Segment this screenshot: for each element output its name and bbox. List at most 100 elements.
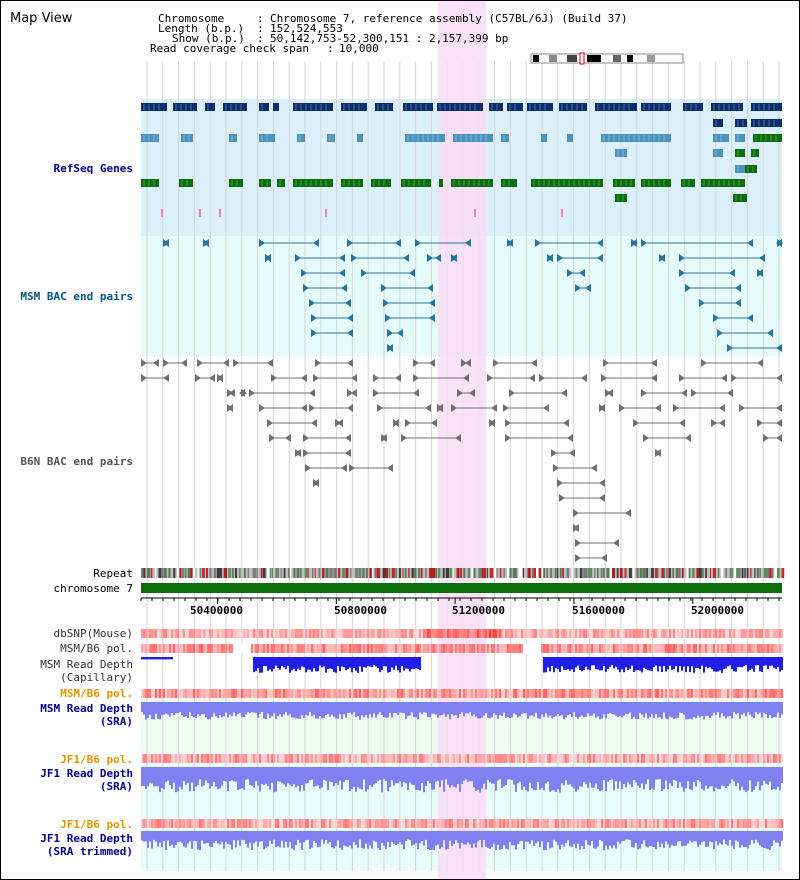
msm-capillary-depth-bar	[329, 657, 331, 669]
jf1-trimmed-depth-bar	[205, 831, 207, 844]
jf1-pol-trimmed-strip	[245, 819, 247, 828]
gene-feature	[641, 103, 671, 111]
jf1-sra-depth-bar	[481, 767, 483, 789]
msm-pol-strip	[489, 644, 491, 653]
jf1-trimmed-depth-bar	[703, 831, 705, 842]
msm-pol-strip	[665, 644, 667, 653]
jf1-pol-trimmed-strip	[395, 819, 397, 828]
jf1-pol-strip	[327, 754, 329, 763]
msm-pol-strip	[581, 644, 583, 653]
msm-sra-depth-bar	[701, 702, 703, 717]
msm-pol-sra-strip	[641, 689, 643, 698]
msm-sra-depth-bar	[535, 702, 537, 713]
msm-capillary-depth-bar	[639, 657, 641, 671]
jf1-sra-depth-bar	[265, 767, 267, 784]
track-label-b6n-bac[interactable]: B6N BAC end pairs	[20, 455, 133, 468]
jf1-pol-strip	[183, 754, 185, 763]
track-label-dbsnp[interactable]: dbSNP(Mouse)	[53, 627, 133, 640]
jf1-pol-strip	[533, 754, 535, 763]
msm-pol-sra-strip	[515, 689, 517, 698]
jf1-pol-trimmed-strip	[631, 819, 633, 828]
dbsnp-strip	[553, 629, 555, 638]
track-label-msm-read-depth-capillary[interactable]: MSM Read Depth (Capillary)	[40, 658, 133, 684]
msm-capillary-depth-bar	[585, 657, 587, 667]
msm-sra-depth-bar	[443, 702, 445, 714]
jf1-pol-trimmed-strip	[159, 819, 161, 828]
msm-pol-sra-strip	[543, 689, 545, 698]
jf1-trimmed-depth-bar	[271, 831, 273, 845]
msm-pol-sra-strip	[715, 689, 717, 698]
jf1-pol-strip	[595, 754, 597, 763]
jf1-sra-depth-bar	[627, 767, 629, 783]
track-label-jf1-read-depth-sra[interactable]: JF1 Read Depth (SRA)	[40, 767, 133, 793]
msm-pol-strip	[511, 644, 513, 653]
track-label-msm-b6-pol-sra[interactable]: MSM/B6 pol.	[60, 687, 133, 700]
dbsnp-strip	[247, 629, 249, 638]
jf1-pol-strip	[453, 754, 455, 763]
jf1-pol-strip	[557, 754, 559, 763]
jf1-trimmed-depth-bar	[603, 831, 605, 851]
gene-feature	[341, 179, 363, 187]
repeat-block	[239, 568, 241, 578]
dbsnp-strip	[709, 629, 711, 638]
msm-capillary-depth-bar	[689, 657, 691, 673]
jf1-sra-depth-bar	[751, 767, 753, 792]
track-label-msm-bac[interactable]: MSM BAC end pairs	[20, 290, 133, 303]
track-label-msm-read-depth-sra[interactable]: MSM Read Depth (SRA)	[40, 702, 133, 728]
jf1-pol-trimmed-strip	[179, 819, 181, 828]
jf1-pol-trimmed-strip	[365, 819, 367, 828]
jf1-sra-depth-bar	[597, 767, 599, 789]
jf1-sra-depth-bar	[651, 767, 653, 789]
dbsnp-strip	[567, 629, 569, 638]
msm-sra-depth-bar	[283, 702, 285, 715]
jf1-trimmed-depth-bar	[281, 831, 283, 841]
jf1-pol-trimmed-strip	[653, 819, 655, 828]
msm-capillary-depth-bar	[657, 657, 659, 672]
msm-capillary-depth-bar	[381, 657, 383, 670]
msm-pol-strip	[765, 644, 767, 653]
bac-end-arrow	[713, 314, 719, 322]
msm-capillary-depth-bar	[351, 657, 353, 673]
msm-capillary-depth-bar	[267, 657, 269, 671]
dbsnp-strip	[179, 629, 181, 638]
track-label-jf1-b6-pol-trimmed[interactable]: JF1/B6 pol.	[60, 818, 133, 831]
jf1-sra-depth-bar	[405, 767, 407, 784]
repeat-block	[611, 568, 615, 578]
msm-sra-depth-bar	[515, 702, 517, 715]
msm-pol-strip	[175, 644, 177, 653]
jf1-sra-depth-bar	[453, 767, 455, 787]
dbsnp-strip	[737, 629, 739, 638]
bac-end-arrow	[557, 479, 563, 487]
msm-pol-strip	[499, 644, 501, 653]
track-label-jf1-read-depth-trimmed[interactable]: JF1 Read Depth (SRA trimmed)	[40, 832, 133, 858]
jf1-sra-depth-bar	[231, 767, 233, 781]
bac-end-arrow	[685, 284, 691, 292]
jf1-pol-trimmed-strip	[295, 819, 297, 828]
msm-sra-depth-bar	[327, 702, 329, 714]
msm-pol-strip	[215, 644, 217, 653]
jf1-pol-trimmed-strip	[155, 819, 157, 828]
msm-pol-strip	[735, 644, 737, 653]
dbsnp-strip	[283, 629, 285, 638]
repeat-block	[247, 568, 249, 578]
jf1-pol-strip	[173, 754, 175, 763]
jf1-trimmed-depth-bar	[553, 831, 555, 840]
jf1-sra-depth-bar	[709, 767, 711, 787]
jf1-trimmed-depth-bar	[369, 831, 371, 846]
track-label-msm-b6-pol[interactable]: MSM/B6 pol.	[60, 642, 133, 655]
jf1-trimmed-depth-bar	[687, 831, 689, 844]
track-label-jf1-b6-pol[interactable]: JF1/B6 pol.	[60, 753, 133, 766]
bac-end-arrow	[233, 359, 239, 367]
dbsnp-strip	[597, 629, 599, 638]
bac-end-arrow	[223, 359, 229, 367]
dbsnp-strip	[507, 629, 509, 638]
msm-pol-strip	[303, 644, 305, 653]
jf1-pol-strip	[463, 754, 465, 763]
jf1-trimmed-depth-bar	[235, 831, 237, 848]
track-label-refseq[interactable]: RefSeq Genes	[53, 162, 133, 175]
jf1-trimmed-depth-bar	[713, 831, 715, 850]
bac-end-arrow	[711, 419, 717, 427]
msm-pol-sra-strip	[311, 689, 313, 698]
jf1-sra-depth-bar	[319, 767, 321, 789]
msm-pol-strip	[385, 644, 387, 653]
